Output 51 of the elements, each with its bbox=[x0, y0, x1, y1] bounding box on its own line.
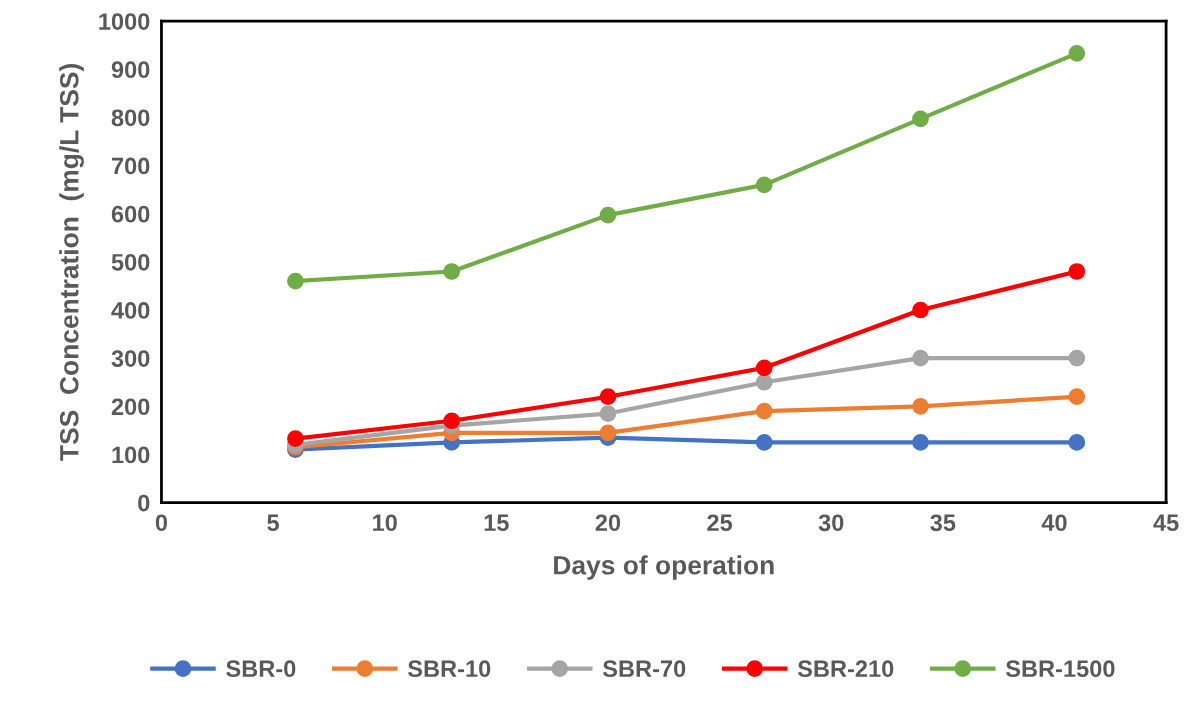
point bbox=[599, 424, 617, 442]
legend-label: SBR-210 bbox=[797, 660, 894, 678]
point bbox=[1068, 434, 1086, 451]
legend-label: SBR-70 bbox=[602, 660, 686, 678]
x-tick-label: 15 bbox=[484, 514, 509, 532]
point bbox=[599, 206, 617, 224]
point bbox=[912, 301, 929, 319]
y-tick-label: 100 bbox=[112, 446, 150, 464]
point bbox=[755, 176, 773, 194]
y-tick-label: 400 bbox=[111, 302, 150, 319]
point bbox=[599, 388, 617, 406]
x-tick-label: 0 bbox=[155, 514, 168, 532]
point bbox=[755, 359, 773, 377]
legend-label: SBR-10 bbox=[407, 660, 491, 678]
point bbox=[912, 110, 929, 128]
x-tick-label: 45 bbox=[1153, 514, 1179, 532]
point bbox=[443, 263, 461, 280]
point bbox=[1068, 349, 1086, 367]
point bbox=[443, 412, 461, 430]
y-tick-label: 700 bbox=[111, 157, 150, 175]
point bbox=[755, 434, 773, 451]
y-tick-label: 900 bbox=[111, 61, 150, 79]
y-tick-label: 200 bbox=[111, 398, 150, 416]
y-tick-label: 1000 bbox=[99, 13, 150, 30]
x-tick-label: 10 bbox=[373, 514, 397, 532]
y-tick-label: 800 bbox=[111, 109, 150, 127]
x-tick-label: 35 bbox=[930, 514, 956, 532]
point bbox=[1068, 45, 1086, 62]
point bbox=[912, 397, 929, 415]
point bbox=[912, 349, 929, 367]
point bbox=[755, 402, 773, 420]
point bbox=[912, 434, 929, 451]
y-axis-title: TSS Concentration (mg/L TSS) bbox=[59, 64, 84, 461]
point bbox=[1068, 263, 1086, 280]
legend-label: SBR-0 bbox=[226, 660, 296, 678]
point bbox=[599, 405, 617, 422]
point bbox=[287, 272, 304, 290]
x-tick-label: 40 bbox=[1041, 514, 1067, 532]
y-tick-label: 0 bbox=[138, 494, 150, 512]
x-tick-label: 25 bbox=[707, 514, 733, 532]
x-tick-label: 30 bbox=[818, 514, 844, 532]
point bbox=[1068, 388, 1086, 406]
y-tick-label: 600 bbox=[111, 205, 150, 223]
y-tick-label: 300 bbox=[111, 350, 150, 367]
x-tick-label: 5 bbox=[267, 514, 279, 532]
point bbox=[287, 430, 304, 447]
point bbox=[755, 373, 773, 391]
legend-label: SBR-1500 bbox=[1005, 660, 1115, 678]
x-axis-title: Days of operation bbox=[554, 555, 774, 580]
x-tick-label: 20 bbox=[595, 514, 621, 532]
y-tick-label: 500 bbox=[111, 253, 150, 271]
